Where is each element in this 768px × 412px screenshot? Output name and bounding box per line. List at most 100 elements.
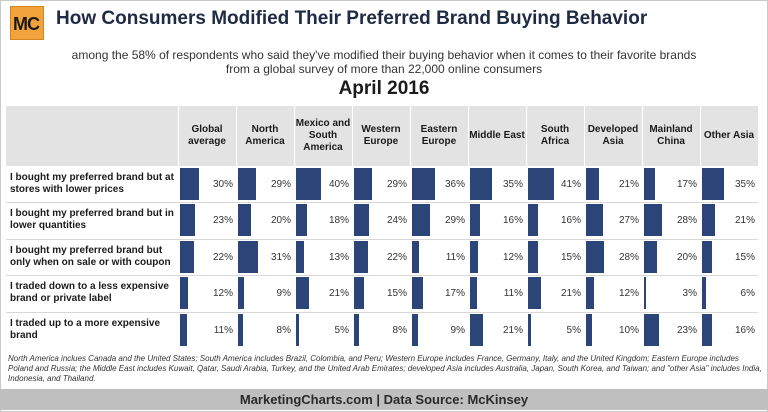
data-bar bbox=[296, 168, 321, 200]
data-bar bbox=[528, 313, 531, 346]
data-label: 17% bbox=[676, 179, 697, 190]
data-label: 20% bbox=[676, 251, 697, 263]
column-header: Mexico and South America bbox=[295, 118, 351, 153]
column-header: Developed Asia bbox=[587, 124, 639, 147]
column-separator bbox=[236, 106, 237, 348]
data-label: 21% bbox=[618, 179, 639, 190]
data-bar bbox=[296, 277, 309, 310]
data-label: 29% bbox=[270, 179, 291, 190]
data-label: 23% bbox=[212, 215, 233, 227]
data-label: 13% bbox=[328, 251, 349, 263]
data-label: 21% bbox=[734, 215, 755, 227]
data-label: 10% bbox=[618, 324, 639, 336]
column-separator bbox=[294, 106, 295, 348]
data-bar bbox=[702, 240, 712, 273]
column-header: South Africa bbox=[540, 124, 570, 147]
data-bar bbox=[586, 313, 592, 346]
data-bar bbox=[702, 204, 715, 237]
data-label: 21% bbox=[502, 324, 523, 336]
chart-title: How Consumers Modified Their Preferred B… bbox=[56, 8, 648, 29]
source-footer: MarketingCharts.com | Data Source: McKin… bbox=[0, 389, 768, 410]
data-bar bbox=[412, 204, 430, 237]
data-label: 24% bbox=[386, 215, 407, 227]
data-label: 23% bbox=[676, 324, 697, 336]
data-label: 12% bbox=[618, 288, 639, 300]
row-label: I traded down to a less expensive brand … bbox=[10, 281, 169, 305]
data-label: 29% bbox=[386, 179, 407, 190]
data-bar bbox=[586, 240, 604, 273]
row-divider bbox=[6, 238, 758, 240]
data-bar bbox=[180, 313, 187, 346]
data-label: 9% bbox=[450, 324, 465, 336]
data-bar bbox=[354, 204, 369, 237]
row-label: I bought my preferred brand but only whe… bbox=[10, 244, 171, 268]
chart-subtitle: among the 58% of respondents who said th… bbox=[0, 48, 768, 76]
column-separator bbox=[410, 106, 411, 348]
data-label: 18% bbox=[328, 215, 349, 227]
data-label: 16% bbox=[502, 215, 523, 227]
data-label: 12% bbox=[502, 251, 523, 263]
data-label: 22% bbox=[212, 251, 233, 263]
data-bar bbox=[412, 277, 423, 310]
column-header: Mainland China bbox=[649, 124, 693, 147]
data-bar bbox=[528, 240, 538, 273]
data-bar bbox=[296, 313, 299, 346]
data-label: 6% bbox=[740, 288, 755, 300]
data-bar bbox=[528, 168, 554, 200]
data-bar bbox=[238, 204, 251, 237]
data-label: 16% bbox=[560, 215, 581, 227]
data-label: 8% bbox=[276, 324, 291, 336]
data-label: 3% bbox=[682, 288, 697, 300]
subtitle-line-1: among the 58% of respondents who said th… bbox=[71, 48, 697, 62]
data-label: 41% bbox=[560, 179, 581, 190]
column-header: North America bbox=[245, 124, 285, 147]
column-separator bbox=[352, 106, 353, 348]
data-bar bbox=[296, 204, 307, 237]
column-header: Eastern Europe bbox=[420, 124, 458, 147]
data-bar bbox=[354, 168, 372, 200]
data-bar bbox=[586, 168, 599, 200]
row-divider bbox=[6, 275, 758, 277]
row-label: I bought my preferred brand but at store… bbox=[10, 172, 174, 195]
column-separator bbox=[526, 106, 527, 348]
data-label: 36% bbox=[444, 179, 465, 190]
column-header: Other Asia bbox=[703, 130, 755, 141]
data-bar bbox=[470, 313, 483, 346]
data-label: 20% bbox=[270, 215, 291, 227]
column-separator bbox=[584, 106, 585, 348]
row-label: I traded up to a more expensive brand bbox=[10, 317, 161, 341]
data-label: 35% bbox=[502, 179, 523, 190]
data-bar bbox=[470, 204, 480, 237]
data-bar bbox=[180, 277, 188, 310]
data-label: 21% bbox=[328, 288, 349, 300]
data-bar bbox=[412, 168, 435, 200]
data-label: 11% bbox=[213, 324, 233, 336]
column-header: Middle East bbox=[469, 130, 525, 141]
data-label: 17% bbox=[444, 288, 465, 300]
data-bar bbox=[180, 168, 199, 200]
data-bar bbox=[180, 240, 194, 273]
column-separator bbox=[700, 106, 701, 348]
data-label: 31% bbox=[270, 251, 291, 263]
column-separator bbox=[178, 106, 179, 348]
data-bar bbox=[528, 277, 541, 310]
data-label: 9% bbox=[276, 288, 291, 300]
data-bar bbox=[586, 204, 603, 237]
data-bar bbox=[238, 313, 243, 346]
data-label: 22% bbox=[386, 251, 407, 263]
data-bar bbox=[702, 313, 712, 346]
data-bar bbox=[644, 204, 662, 237]
data-bar bbox=[470, 240, 478, 273]
data-bar bbox=[644, 277, 646, 310]
data-label: 21% bbox=[560, 288, 581, 300]
row-label: I bought my preferred brand but in lower… bbox=[10, 208, 174, 232]
data-label: 35% bbox=[734, 179, 755, 190]
row-divider bbox=[6, 202, 758, 204]
data-label: 8% bbox=[392, 324, 407, 336]
logo-text: MC bbox=[13, 14, 40, 34]
data-bar bbox=[354, 240, 368, 273]
data-label: 11% bbox=[503, 288, 523, 300]
column-separator bbox=[642, 106, 643, 348]
subtitle-line-2: from a global survey of more than 22,000… bbox=[225, 62, 543, 76]
data-bar bbox=[586, 277, 594, 310]
